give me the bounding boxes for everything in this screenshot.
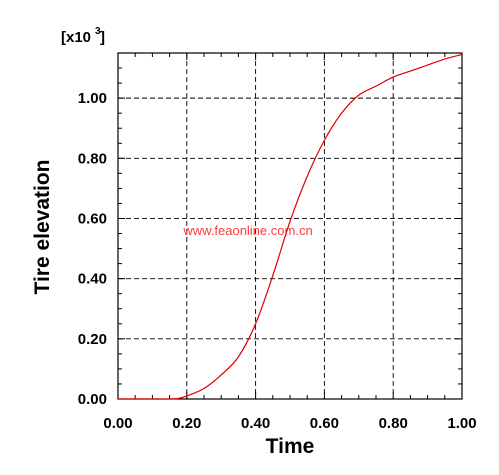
y-multiplier-exponent: 3: [95, 26, 101, 37]
x-tick-label: 1.00: [447, 415, 476, 432]
y-multiplier-label: [x10: [61, 29, 91, 46]
y-multiplier-bracket: ]: [100, 29, 105, 46]
plot-frame: [117, 52, 463, 400]
x-axis-label: Time: [266, 435, 315, 458]
x-tick-label: 0.20: [172, 415, 201, 432]
watermark-text: www.feaonline.com.cn: [182, 223, 312, 238]
y-tick-label: 1.00: [78, 90, 107, 107]
x-tick-label: 0.00: [103, 415, 132, 432]
y-tick-label: 0.40: [78, 271, 107, 288]
y-axis-label: Tire elevation: [31, 159, 54, 294]
y-tick-label: 0.60: [78, 210, 107, 227]
y-tick-label: 0.00: [78, 391, 107, 408]
y-tick-label: 0.80: [78, 150, 107, 167]
x-tick-label: 0.80: [379, 415, 408, 432]
x-tick-label: 0.40: [241, 415, 270, 432]
y-tick-label: 0.20: [78, 331, 107, 348]
series-line-tire-elevation: [117, 53, 463, 400]
x-tick-label: 0.60: [310, 415, 339, 432]
plot-background: [118, 53, 462, 399]
